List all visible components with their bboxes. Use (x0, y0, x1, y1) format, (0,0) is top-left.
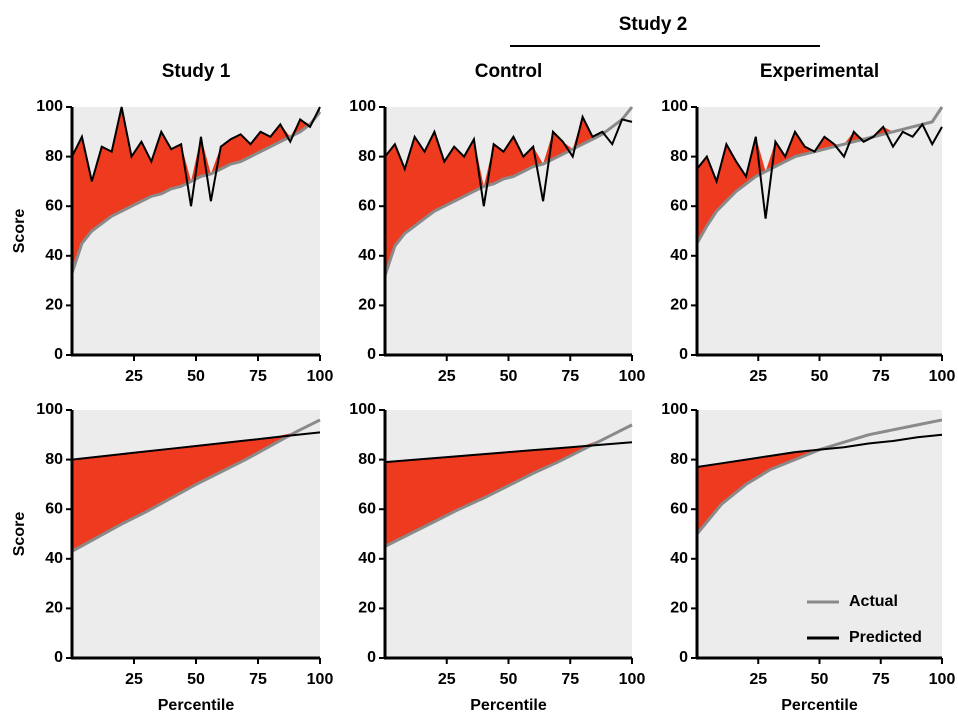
x-axis-label: Percentile (781, 697, 858, 714)
series-line (695, 106, 944, 245)
series-line (384, 441, 633, 464)
x-axis-label: Percentile (158, 697, 235, 714)
series-line (70, 111, 322, 274)
series-line (696, 433, 943, 469)
series-line (383, 106, 634, 277)
x-tick-label: 75 (872, 368, 890, 385)
y-tick-label: 20 (45, 297, 63, 314)
y-axis-label: Score (11, 512, 28, 557)
y-tick-label: 100 (349, 98, 376, 115)
gap-area (72, 107, 320, 274)
x-axis-label: Percentile (470, 697, 547, 714)
x-tick-label: 50 (500, 368, 518, 385)
x-tick-label: 50 (187, 368, 205, 385)
legend-label: Predicted (849, 629, 922, 646)
series-line (71, 431, 321, 461)
y-tick-label: 100 (349, 401, 376, 418)
plot-area (72, 107, 320, 355)
y-tick-label: 60 (358, 197, 376, 214)
x-tick-label: 50 (500, 671, 518, 688)
y-tick-label: 60 (358, 500, 376, 517)
y-axis-label: Score (11, 209, 28, 254)
y-tick-label: 0 (367, 649, 376, 666)
y-tick-label: 80 (45, 451, 63, 468)
series-line (696, 122, 943, 219)
x-tick-label: 100 (307, 368, 334, 385)
y-tick-label: 20 (358, 297, 376, 314)
gap-area (697, 419, 942, 534)
y-tick-label: 60 (670, 500, 688, 517)
panel-title: Study 1 (162, 61, 231, 82)
x-tick-label: 75 (872, 671, 890, 688)
y-tick-label: 0 (679, 649, 688, 666)
y-tick-label: 20 (358, 600, 376, 617)
panel-title: Control (475, 61, 543, 82)
series-line (71, 106, 321, 207)
x-tick-label: 75 (249, 671, 267, 688)
y-tick-label: 20 (670, 297, 688, 314)
x-tick-label: 25 (749, 368, 767, 385)
x-tick-label: 75 (249, 368, 267, 385)
plot-area (697, 410, 942, 658)
plot-area (385, 410, 632, 658)
y-tick-label: 0 (367, 346, 376, 363)
x-tick-label: 50 (811, 671, 829, 688)
series-line (384, 114, 633, 207)
x-tick-label: 100 (619, 368, 646, 385)
x-tick-label: 25 (438, 671, 456, 688)
y-tick-label: 60 (45, 197, 63, 214)
x-tick-label: 25 (749, 671, 767, 688)
series-line (71, 418, 321, 553)
x-tick-label: 50 (811, 368, 829, 385)
x-tick-label: 100 (929, 368, 956, 385)
y-tick-label: 100 (36, 98, 63, 115)
y-tick-label: 40 (670, 247, 688, 264)
y-tick-label: 60 (45, 500, 63, 517)
group-label: Study 2 (619, 14, 688, 35)
y-tick-label: 80 (358, 451, 376, 468)
y-tick-label: 100 (36, 401, 63, 418)
x-tick-label: 100 (619, 671, 646, 688)
x-tick-label: 25 (438, 368, 456, 385)
y-tick-label: 40 (358, 247, 376, 264)
y-tick-label: 40 (670, 550, 688, 567)
y-tick-label: 20 (670, 600, 688, 617)
y-tick-label: 40 (45, 247, 63, 264)
x-tick-label: 75 (561, 671, 579, 688)
x-tick-label: 25 (125, 671, 143, 688)
y-tick-label: 80 (670, 148, 688, 165)
x-tick-label: 75 (561, 368, 579, 385)
y-tick-label: 20 (45, 600, 63, 617)
y-tick-label: 60 (670, 197, 688, 214)
y-tick-label: 0 (54, 346, 63, 363)
y-tick-label: 0 (54, 649, 63, 666)
y-tick-label: 0 (679, 346, 688, 363)
x-tick-label: 100 (307, 671, 334, 688)
y-tick-label: 80 (45, 148, 63, 165)
x-tick-label: 50 (187, 671, 205, 688)
panel-title: Experimental (760, 61, 879, 82)
y-tick-label: 100 (661, 98, 688, 115)
x-tick-label: 25 (125, 368, 143, 385)
y-tick-label: 80 (670, 451, 688, 468)
legend-label: Actual (849, 593, 898, 610)
y-tick-label: 40 (358, 550, 376, 567)
y-tick-label: 40 (45, 550, 63, 567)
y-tick-label: 80 (358, 148, 376, 165)
x-tick-label: 100 (929, 671, 956, 688)
y-tick-label: 100 (661, 401, 688, 418)
